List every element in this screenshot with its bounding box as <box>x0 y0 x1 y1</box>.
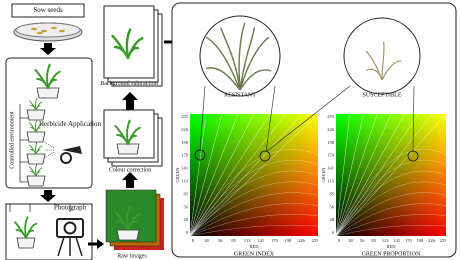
y-tick-label: 56 <box>184 204 189 209</box>
x-tick-label: 56 <box>360 238 365 243</box>
step-label: Raw images <box>117 253 147 259</box>
phenotype-label: RESISTANT <box>224 92 256 98</box>
card-stack <box>104 6 162 86</box>
x-tick-label: 85 <box>371 238 376 243</box>
phenotype-label: SUSCEPTIBLE <box>362 92 401 98</box>
x-tick-label: 198 <box>417 238 425 243</box>
y-tick-label: 85 <box>330 191 335 196</box>
x-tick-label: 113 <box>244 238 251 243</box>
step-label: Sow seeds <box>33 6 63 14</box>
plot-title: GREEN PROPORTION <box>362 251 421 257</box>
y-tick-label: 255 <box>327 114 335 119</box>
x-tick-label: 56 <box>218 238 223 243</box>
arrow <box>40 43 56 55</box>
plot-title: GREEN INDEX <box>234 251 275 257</box>
card-stack <box>104 110 162 166</box>
y-tick-label: 226 <box>181 127 189 132</box>
card-stack <box>106 190 164 250</box>
arrow <box>122 172 138 188</box>
y-tick-label: 28 <box>330 217 335 222</box>
phenotype-circle <box>344 18 420 94</box>
step-label: Herbicide Application <box>39 120 102 128</box>
step-label: Controlled environment <box>9 111 15 169</box>
y-tick-label: 141 <box>181 166 188 171</box>
x-tick-label: 28 <box>204 238 209 243</box>
y-tick-label: 85 <box>184 191 189 196</box>
x-tick-label: 255 <box>440 238 448 243</box>
y-axis-label: GREEN <box>321 167 326 183</box>
x-axis-label: RED <box>387 244 397 249</box>
x-tick-label: 255 <box>312 238 320 243</box>
x-tick-label: 226 <box>298 238 306 243</box>
step-label: Photograph <box>54 204 87 212</box>
arrow <box>97 239 104 249</box>
y-tick-label: 198 <box>181 140 189 145</box>
x-tick-label: 113 <box>382 238 389 243</box>
x-axis-label: RED <box>250 244 260 249</box>
x-tick-label: 141 <box>393 238 400 243</box>
x-tick-label: 198 <box>285 238 293 243</box>
y-tick-label: 170 <box>327 153 335 158</box>
y-tick-label: 113 <box>327 178 334 183</box>
figure: Sow seeds Controlled environment Herbici… <box>0 0 460 260</box>
arrow <box>40 190 56 202</box>
y-tick-label: 255 <box>181 114 189 119</box>
x-tick-label: 28 <box>348 238 353 243</box>
y-tick-label: 113 <box>181 178 188 183</box>
y-tick-label: 56 <box>330 204 335 209</box>
x-tick-label: 141 <box>257 238 264 243</box>
x-tick-label: 226 <box>428 238 436 243</box>
y-tick-label: 141 <box>327 166 334 171</box>
y-tick-label: 170 <box>181 153 189 158</box>
petri-dish <box>16 23 80 37</box>
y-axis-label: GREEN <box>175 167 180 183</box>
y-tick-label: 28 <box>184 217 189 222</box>
y-tick-label: 198 <box>327 140 335 145</box>
arrow <box>122 92 138 110</box>
x-tick-label: 170 <box>271 238 279 243</box>
x-tick-label: 85 <box>231 238 236 243</box>
step-label: Background subtraction <box>100 81 158 87</box>
y-tick-label: 226 <box>327 127 335 132</box>
x-tick-label: 170 <box>405 238 413 243</box>
